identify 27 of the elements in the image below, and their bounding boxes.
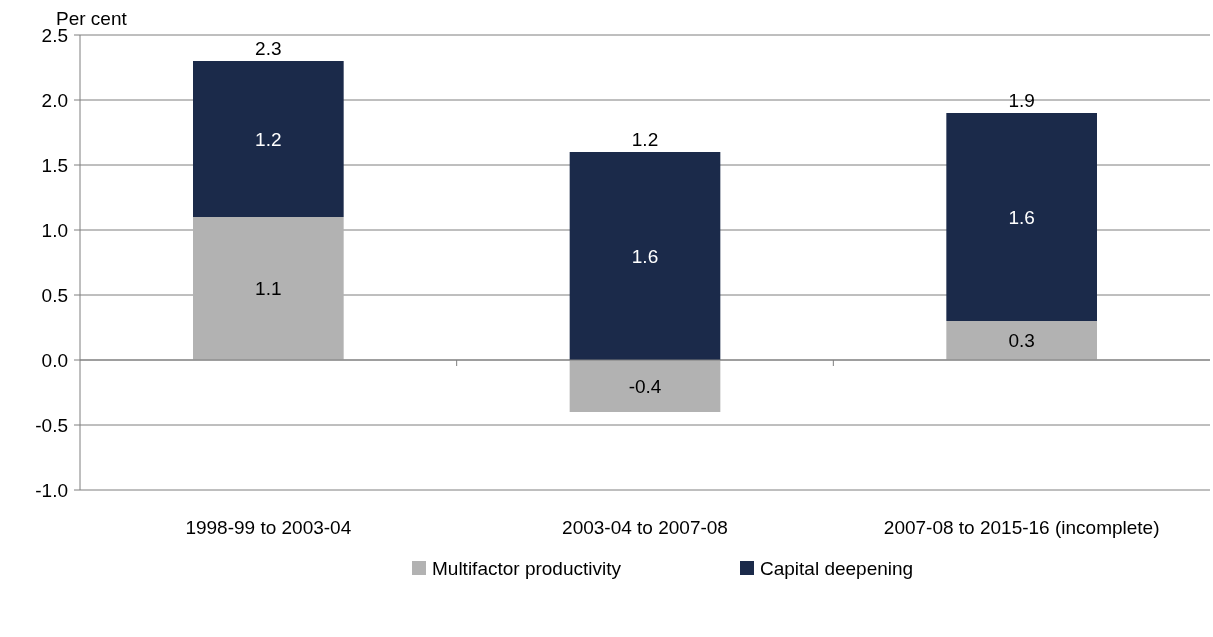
bar [946, 113, 1097, 321]
y-tick-label: 2.0 [41, 89, 68, 111]
data-label: 0.3 [1008, 330, 1035, 352]
y-tick-label: -1.0 [35, 479, 68, 501]
total-label: 1.2 [631, 129, 659, 150]
total-label: 2.3 [255, 38, 282, 59]
bar [946, 321, 1097, 360]
y-tick-label: 0.5 [41, 284, 68, 306]
bar [193, 217, 344, 360]
bar [569, 360, 721, 412]
bar [193, 61, 344, 217]
y-tick-label: 1.0 [41, 219, 68, 241]
y-tick-label: 0.0 [41, 349, 68, 371]
data-label: 1.6 [631, 245, 659, 267]
total-label: 1.9 [1008, 90, 1035, 111]
data-label: 1.6 [1008, 206, 1035, 228]
data-label: 1.2 [255, 128, 282, 150]
y-tick-label: 1.5 [41, 154, 68, 176]
legend-label: Capital deepening [760, 557, 914, 579]
legend-label: Multifactor productivity [432, 557, 622, 579]
y-tick-label: -0.5 [35, 414, 68, 436]
data-label: 1.1 [255, 278, 282, 300]
x-tick-label: 1998-99 to 2003-04 [185, 517, 352, 538]
bar [569, 152, 721, 360]
x-tick-label: 2007-08 to 2015-16 (incomplete) [883, 517, 1160, 538]
data-label: -0.4 [628, 375, 662, 397]
x-tick-label: 2003-04 to 2007-08 [562, 517, 728, 538]
